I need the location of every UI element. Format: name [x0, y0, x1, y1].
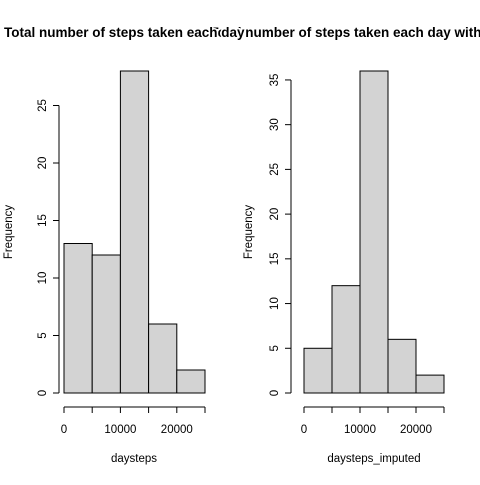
y-axis-tick-label: 5 — [37, 332, 49, 338]
y-axis-tick-label: 25 — [269, 163, 281, 176]
x-axis-label-daysteps: daysteps — [111, 453, 157, 465]
histogram-bar — [359, 70, 389, 394]
histogram-title-imputed: Total number of steps taken each day wit… — [210, 25, 480, 40]
x-axis-daysteps: 0 10000 20000 — [61, 406, 206, 436]
histogram-bar — [415, 374, 445, 394]
histogram-bar — [148, 323, 178, 394]
y-axis-tick-label: 15 — [269, 252, 281, 265]
x-axis-label-imputed: daysteps_imputed — [327, 453, 420, 465]
x-axis-imputed: 0 10000 20000 — [301, 406, 445, 436]
histogram-bar — [63, 243, 93, 394]
histogram-bar — [387, 338, 417, 394]
histogram-bar — [91, 254, 121, 394]
y-axis-label-imputed: Frequency — [243, 205, 255, 260]
x-axis-tick-label: 20000 — [161, 424, 193, 436]
y-axis-tick-label: 30 — [269, 118, 281, 131]
histogram-bars-daysteps — [63, 70, 206, 394]
y-axis-tick-label: 35 — [269, 74, 281, 87]
y-axis-tick-label: 25 — [37, 99, 49, 112]
y-axis-tick-label: 10 — [37, 272, 49, 285]
histogram-bar — [303, 347, 333, 394]
x-axis-tick-label: 0 — [61, 424, 67, 436]
histogram-panel-imputed: Total number of steps taken each day wit… — [210, 25, 480, 465]
y-axis-daysteps: 0 5 10 15 20 25 — [37, 99, 60, 396]
histogram-title-daysteps: Total number of steps taken each day — [4, 25, 245, 40]
x-axis-tick-label: 10000 — [344, 424, 376, 436]
y-axis-tick-label: 15 — [37, 214, 49, 227]
histogram-bar — [119, 70, 150, 394]
y-axis-tick-label: 10 — [269, 297, 281, 310]
x-axis-tick-label: 0 — [301, 424, 307, 436]
y-axis-tick-label: 20 — [37, 157, 49, 170]
histogram-bars-imputed — [303, 70, 445, 394]
y-axis-tick-label: 0 — [269, 390, 281, 396]
x-axis-tick-label: 20000 — [400, 424, 432, 436]
y-axis-tick-label: 20 — [269, 208, 281, 221]
x-axis-tick-label: 10000 — [104, 424, 136, 436]
y-axis-imputed: 0 5 10 15 20 25 30 35 — [269, 74, 292, 396]
histogram-bar — [331, 285, 361, 394]
histogram-panel-daysteps: Total number of steps taken each day 0 5 1… — [3, 24, 247, 466]
y-axis-tick-label: 5 — [269, 345, 281, 351]
y-axis-label-daysteps: Frequency — [3, 205, 15, 260]
y-axis-tick-label: 0 — [37, 390, 49, 396]
histogram-bar — [176, 369, 206, 394]
